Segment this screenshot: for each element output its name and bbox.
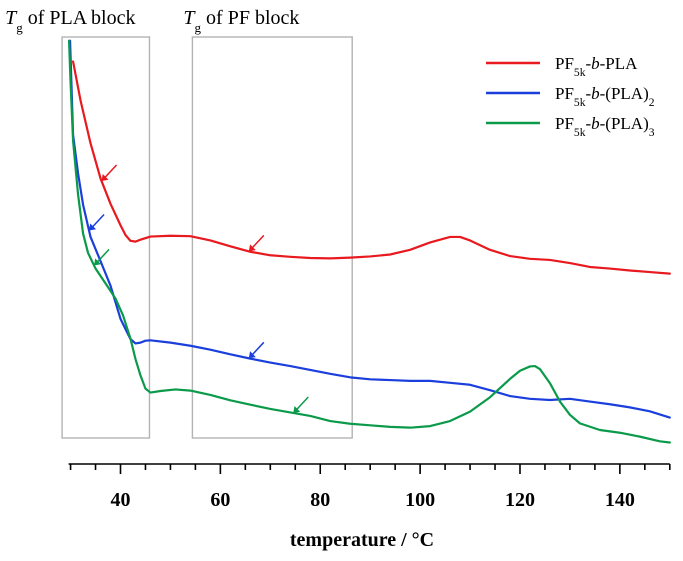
region-label-2: Tg of PF block [183,7,299,35]
legend-entry-1: PF5k-b-PLA [486,54,638,79]
region-labels: Tg of PLA block Tg of PF block [5,7,299,35]
legend-label: PF5k-b-(PLA)3 [555,114,655,139]
region-box-2 [191,36,353,439]
legend-label: PF5k-b-(PLA)2 [555,84,655,109]
x-tick-label: 100 [405,489,435,511]
x-tick-label: 120 [505,489,535,511]
x-tick-label: 140 [605,489,635,511]
series-line-3 [67,39,671,444]
legend-entry-3: PF5k-b-(PLA)3 [486,114,655,139]
x-axis-label: temperature / °C [290,529,434,551]
legend: PF5k-b-PLA PF5k-b-(PLA)2 PF5k-b-(PLA)3 [486,54,655,139]
legend-label: PF5k-b-PLA [555,54,638,79]
arrow-markers [89,164,309,413]
series-line-1 [71,60,671,275]
region-box-1 [61,36,151,439]
tg-arrow-3 [94,248,110,266]
x-tick-label: 60 [210,489,230,511]
region-boxes [61,36,353,439]
tg-arrow-4 [248,234,265,252]
x-tick-label: 40 [111,489,131,511]
x-tick-label: 80 [310,489,330,511]
tg-arrow-2 [89,213,105,231]
tg-arrow-5 [248,341,265,359]
series-lines [67,39,671,444]
tg-arrow-1 [101,164,118,181]
tg-arrow-6 [293,396,309,413]
x-axis: 40 60 80 100 120 140 temperature / °C [68,463,671,551]
region-label-1: Tg of PLA block [5,7,135,35]
legend-entry-2: PF5k-b-(PLA)2 [486,84,655,109]
